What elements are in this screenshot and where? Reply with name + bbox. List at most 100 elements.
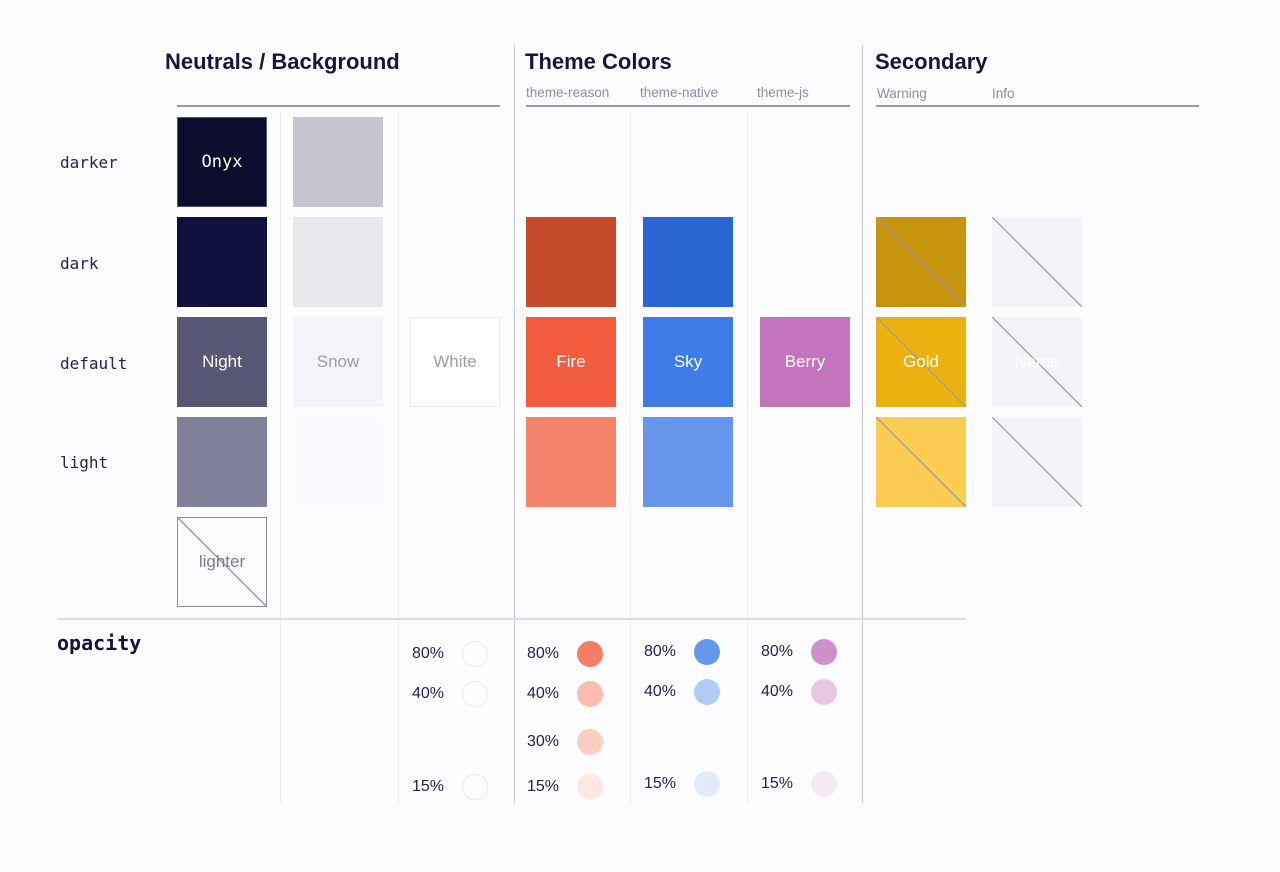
opacity-dot	[577, 681, 603, 707]
opacity-percent-label: 80%	[527, 645, 560, 662]
swatch-label-white: White	[433, 352, 477, 371]
opacity-dot	[811, 771, 837, 797]
opacity-percent-label: 40%	[527, 685, 560, 702]
swatch-label-berry: Berry	[784, 352, 826, 371]
grid-line-vertical	[280, 112, 281, 803]
opacity-item-js-40: 40%	[761, 679, 837, 705]
grid-line-vertical	[747, 112, 748, 803]
opacity-item-white-40: 40%	[412, 681, 488, 707]
opacity-dot	[462, 681, 488, 707]
diagonal-slash-icon	[876, 317, 966, 407]
swatch-label-night: Night	[202, 352, 242, 371]
column-label-theme-js: theme-js	[757, 85, 809, 100]
section-divider	[862, 45, 863, 803]
swatch-onyx[interactable]: Onyx	[177, 117, 267, 207]
opacity-item-native-15: 15%	[644, 771, 720, 797]
column-label-theme-reason: theme-reason	[526, 85, 610, 100]
swatch-neutral-dark-1[interactable]	[177, 217, 267, 307]
opacity-percent-label: 30%	[527, 733, 560, 750]
section-divider	[514, 45, 515, 803]
secondary-section-title: Secondary	[875, 49, 988, 74]
opacity-percent-label: 40%	[412, 685, 445, 702]
opacity-dot	[462, 641, 488, 667]
swatch-night[interactable]: Night	[177, 317, 267, 407]
swatch-berry[interactable]: Berry	[760, 317, 850, 407]
swatch-label-gold: Gold	[903, 352, 939, 371]
opacity-dot	[811, 639, 837, 665]
swatch-snow[interactable]: Snow	[293, 317, 383, 407]
neutrals-section-title: Neutrals / Background	[165, 49, 400, 74]
opacity-percent-label: 80%	[412, 645, 445, 662]
swatch-white[interactable]: White	[410, 317, 500, 407]
grid-line-vertical	[630, 112, 631, 803]
opacity-dot	[694, 679, 720, 705]
opacity-item-reason-15: 15%	[527, 774, 603, 800]
swatch-neutral-dark-2[interactable]	[293, 217, 383, 307]
opacity-dot	[577, 641, 603, 667]
row-label-opacity: opacity	[57, 631, 142, 655]
opacity-percent-label: 40%	[761, 683, 794, 700]
swatch-warning-dark[interactable]	[876, 217, 966, 307]
opacity-item-white-15: 15%	[412, 774, 488, 800]
neutrals-header-rule	[177, 105, 500, 107]
opacity-dot	[577, 729, 603, 755]
diagonal-slash-icon	[992, 217, 1082, 307]
opacity-percent-label: 80%	[761, 643, 794, 660]
diagonal-slash-icon	[992, 417, 1082, 507]
opacity-dot	[577, 774, 603, 800]
opacity-item-reason-80: 80%	[527, 641, 603, 667]
opacity-percent-label: 15%	[761, 775, 794, 792]
column-label-warning: Warning	[877, 86, 927, 101]
row-label-light: light	[60, 453, 109, 472]
swatch-fire-light[interactable]	[526, 417, 616, 507]
opacity-item-js-15: 15%	[761, 771, 837, 797]
column-label-info: Info	[992, 86, 1015, 101]
swatch-lighter-na[interactable]: lighter	[177, 517, 267, 607]
opacity-item-js-80: 80%	[761, 639, 837, 665]
opacity-item-reason-30: 30%	[527, 729, 603, 755]
swatch-sky-dark[interactable]	[643, 217, 733, 307]
swatch-info-light[interactable]	[992, 417, 1082, 507]
swatch-label-lighter: lighter	[198, 552, 246, 571]
swatch-info[interactable]: Name	[992, 317, 1082, 407]
opacity-percent-label: 40%	[644, 683, 677, 700]
opacity-separator-line	[57, 618, 966, 620]
theme-header-rule	[526, 105, 850, 107]
theme-section-title: Theme Colors	[525, 49, 672, 74]
secondary-header-rule	[876, 105, 1199, 107]
opacity-percent-label: 15%	[644, 775, 677, 792]
swatch-fire-dark[interactable]	[526, 217, 616, 307]
swatch-sky[interactable]: Sky	[643, 317, 733, 407]
swatch-neutral-darker-2[interactable]	[293, 117, 383, 207]
opacity-dot	[462, 774, 488, 800]
diagonal-slash-icon	[876, 217, 966, 307]
diagonal-slash-icon	[876, 417, 966, 507]
diagonal-slash-icon	[178, 518, 266, 606]
opacity-dot	[811, 679, 837, 705]
swatch-info-dark[interactable]	[992, 217, 1082, 307]
swatch-neutral-light-1[interactable]	[177, 417, 267, 507]
swatch-warning-light[interactable]	[876, 417, 966, 507]
row-label-default: default	[60, 354, 128, 373]
opacity-percent-label: 15%	[412, 778, 445, 795]
swatch-label-info-name: Name	[1014, 352, 1060, 371]
swatch-label-fire: Fire	[556, 352, 586, 371]
swatch-label-snow: Snow	[316, 352, 360, 371]
column-label-theme-native: theme-native	[640, 85, 719, 100]
opacity-dot	[694, 639, 720, 665]
swatch-label-onyx: Onyx	[201, 152, 243, 172]
diagonal-slash-icon	[992, 317, 1082, 407]
opacity-item-white-80: 80%	[412, 641, 488, 667]
swatch-label-sky: Sky	[673, 352, 703, 371]
opacity-percent-label: 15%	[527, 778, 560, 795]
opacity-item-native-40: 40%	[644, 679, 720, 705]
swatch-fire[interactable]: Fire	[526, 317, 616, 407]
opacity-item-native-80: 80%	[644, 639, 720, 665]
row-label-dark: dark	[60, 254, 99, 273]
swatch-sky-light[interactable]	[643, 417, 733, 507]
swatch-neutral-light-2[interactable]	[293, 417, 383, 507]
opacity-percent-label: 80%	[644, 643, 677, 660]
swatch-gold[interactable]: Gold	[876, 317, 966, 407]
opacity-item-reason-40: 40%	[527, 681, 603, 707]
